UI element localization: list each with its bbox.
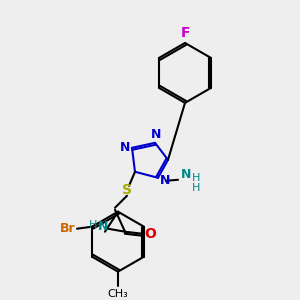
Text: H: H: [192, 183, 200, 193]
Text: N: N: [160, 174, 170, 187]
Text: CH₃: CH₃: [108, 289, 128, 298]
Text: N: N: [98, 220, 108, 233]
Text: N: N: [151, 128, 161, 141]
Text: S: S: [122, 183, 132, 197]
Text: O: O: [144, 227, 156, 241]
Text: F: F: [180, 26, 190, 40]
Text: H: H: [89, 220, 97, 230]
Text: H: H: [192, 173, 200, 183]
Text: Br: Br: [60, 222, 76, 235]
Text: N: N: [181, 168, 191, 181]
Text: N: N: [120, 141, 130, 154]
